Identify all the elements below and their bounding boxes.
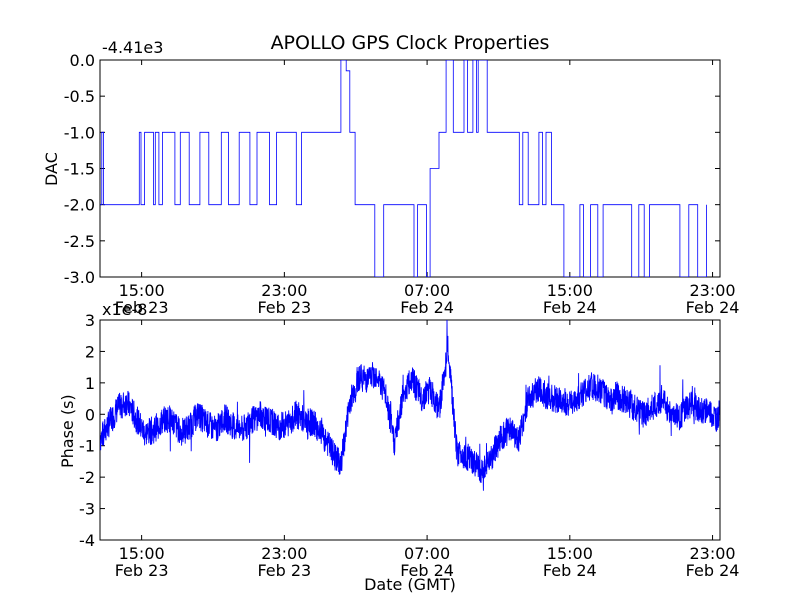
phase-x-tick-time: 23:00 [261, 544, 307, 563]
dac-frame [99, 59, 721, 278]
phase-y-tick-label: -4 [79, 531, 95, 550]
phase-x-tick-date: Feb 24 [400, 561, 454, 580]
dac-x-tick-time: 23:00 [690, 281, 736, 300]
phase-y-tick-label: 2 [85, 342, 95, 361]
dac-x-tick-time: 15:00 [119, 281, 165, 300]
phase-x-tick-time: 23:00 [690, 544, 736, 563]
phase-x-tick-time: 15:00 [547, 544, 593, 563]
phase-series-line [100, 320, 720, 491]
phase-x-tick-date: Feb 24 [686, 561, 740, 580]
dac-x-tick-date: Feb 23 [115, 298, 169, 317]
phase-x-tick-date: Feb 23 [257, 561, 311, 580]
dac-y-tick-label: -3.0 [64, 268, 95, 287]
dac-y-tick-label: -1.0 [64, 123, 95, 142]
phase-x-tick-time: 07:00 [404, 544, 450, 563]
phase-frame [99, 319, 721, 541]
dac-y-tick-label: -0.5 [64, 87, 95, 106]
dac-y-tick-label: -2.0 [64, 196, 95, 215]
dac-offset-label: -4.41e3 [102, 38, 164, 57]
dac-x-tick-time: 07:00 [404, 281, 450, 300]
dac-x-tick-time: 23:00 [261, 281, 307, 300]
phase-y-tick-label: 3 [85, 311, 95, 330]
phase-offset-label: x1e-8 [102, 300, 148, 319]
dac-series-line [100, 60, 707, 277]
phase-x-tick-time: 15:00 [119, 544, 165, 563]
dac-y-tick-label: -2.5 [64, 232, 95, 251]
phase-x-tick-date: Feb 23 [115, 561, 169, 580]
phase-y-tick-label: -1 [79, 437, 95, 456]
dac-x-tick-date: Feb 24 [543, 298, 597, 317]
phase-x-tick-date: Feb 24 [543, 561, 597, 580]
dac-x-tick-date: Feb 24 [686, 298, 740, 317]
dac-x-tick-date: Feb 23 [257, 298, 311, 317]
phase-y-tick-label: -2 [79, 468, 95, 487]
dac-y-tick-label: -1.5 [64, 160, 95, 179]
phase-y-tick-label: 1 [85, 374, 95, 393]
phase-y-tick-label: 0 [85, 405, 95, 424]
dac-x-tick-date: Feb 24 [400, 298, 454, 317]
dac-y-tick-label: 0.0 [70, 51, 95, 70]
phase-y-tick-label: -3 [79, 500, 95, 519]
dac-x-tick-time: 15:00 [547, 281, 593, 300]
x-axis-label: Date (GMT) [364, 575, 456, 594]
chart-title: APOLLO GPS Clock Properties [270, 32, 550, 54]
